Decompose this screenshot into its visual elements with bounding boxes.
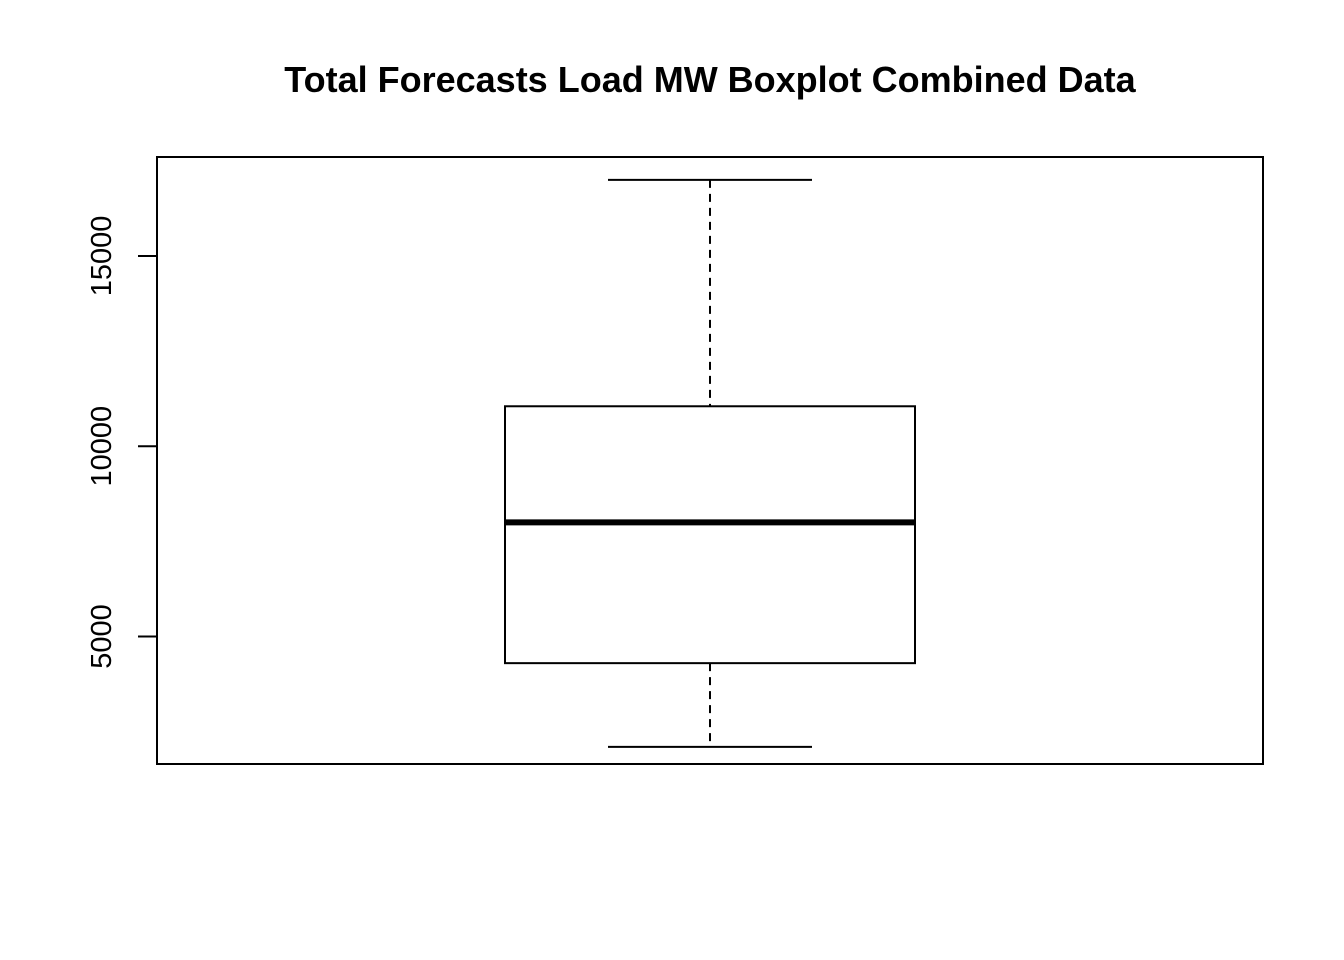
y-tick-label: 10000 — [86, 406, 118, 487]
box-body — [504, 405, 916, 665]
box-1 — [504, 178, 916, 748]
y-axis: 5000 10000 15000 — [86, 216, 158, 669]
chart-title: Total Forecasts Load MW Boxplot Combined… — [284, 59, 1136, 100]
y-tick-label: 5000 — [86, 604, 118, 669]
box-layer — [504, 178, 916, 748]
y-tick-label: 15000 — [86, 216, 118, 297]
